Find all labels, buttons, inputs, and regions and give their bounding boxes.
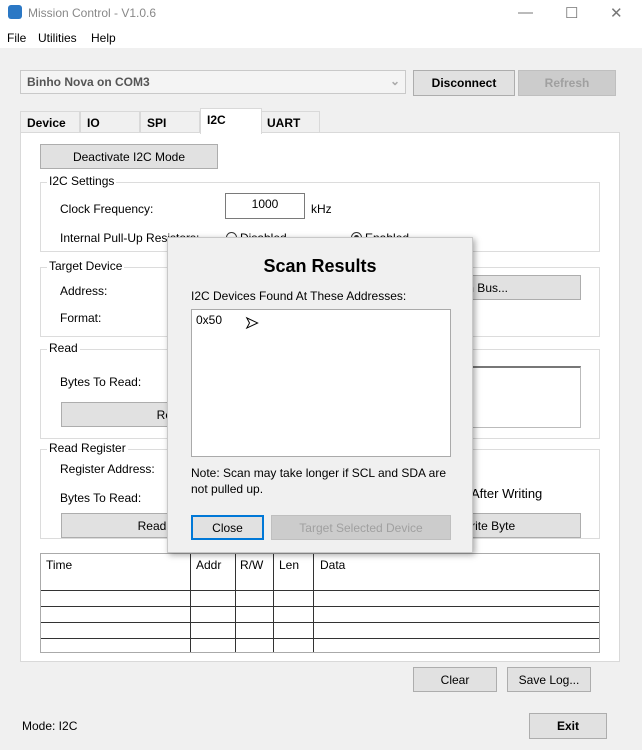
refresh-button[interactable]: Refresh <box>518 70 616 96</box>
dialog-title: Scan Results <box>263 256 377 276</box>
after-writing-label: After Writing <box>471 486 543 501</box>
group-title: Read <box>47 341 80 355</box>
row-divider <box>41 606 599 607</box>
column-header-addr: Addr <box>196 558 222 572</box>
column-divider <box>313 554 314 652</box>
window-title: Mission Control - V1.0.6 <box>28 6 157 20</box>
address-label: Address: <box>60 284 108 298</box>
deactivate-i2c-button[interactable]: Deactivate I2C Mode <box>40 144 218 169</box>
tab-uart[interactable]: UART <box>260 111 320 133</box>
read-data-box <box>471 366 581 428</box>
mouse-cursor-icon: ➤ <box>244 315 259 333</box>
register-address-label: Register Address: <box>60 462 155 476</box>
status-text: Mode: I2C <box>22 719 78 733</box>
clear-button[interactable]: Clear <box>413 667 497 692</box>
tab-spi[interactable]: SPI <box>140 111 200 133</box>
row-divider <box>41 638 599 639</box>
column-divider <box>273 554 274 652</box>
chevron-down-icon: ⌄ <box>389 74 400 88</box>
menu-file[interactable]: File <box>7 31 27 45</box>
save-log-button[interactable]: Save Log... <box>507 667 591 692</box>
row-divider <box>41 622 599 623</box>
clock-unit: kHz <box>311 202 332 216</box>
row-divider <box>41 590 599 591</box>
clock-frequency-input[interactable]: 1000 <box>225 193 305 219</box>
tab-device[interactable]: Device <box>20 111 80 133</box>
group-title: I2C Settings <box>47 174 117 188</box>
clock-frequency-label: Clock Frequency: <box>60 202 154 216</box>
column-header-len: Len <box>279 558 300 572</box>
tab-io[interactable]: IO <box>80 111 140 133</box>
format-label: Format: <box>60 311 102 325</box>
log-table[interactable]: Time Addr R/W Len Data <box>40 553 600 653</box>
pullup-label: Internal Pull-Up Resistors: <box>60 231 200 245</box>
app-robot-icon <box>8 5 22 19</box>
group-title: Read Register <box>47 441 128 455</box>
scan-results-dialog: Scan Results I2C Devices Found At These … <box>167 237 473 553</box>
close-window-button[interactable]: ✕ <box>610 5 623 22</box>
column-header-data: Data <box>320 558 346 572</box>
address-list[interactable]: 0x50 <box>191 309 451 457</box>
menu-help[interactable]: Help <box>91 31 116 45</box>
column-header-rw: R/W <box>240 558 264 572</box>
group-title: Target Device <box>47 259 125 273</box>
dialog-note: Note: Scan may take longer if SCL and SD… <box>191 466 447 496</box>
list-item[interactable]: 0x50 <box>196 313 223 327</box>
column-header-time: Time <box>46 558 73 572</box>
column-divider <box>190 554 191 652</box>
dialog-label: I2C Devices Found At These Addresses: <box>191 289 407 303</box>
device-select[interactable]: Binho Nova on COM3 ⌄ <box>20 70 406 94</box>
column-divider <box>235 554 236 652</box>
exit-button[interactable]: Exit <box>529 713 607 739</box>
tab-i2c[interactable]: I2C <box>200 108 262 134</box>
dialog-close-button[interactable]: Close <box>191 515 264 540</box>
menu-utilities[interactable]: Utilities <box>38 31 77 45</box>
bytes-to-read-label: Bytes To Read: <box>60 375 142 389</box>
title-bar <box>0 0 642 26</box>
menu-bar <box>0 26 642 48</box>
disconnect-button[interactable]: Disconnect <box>413 70 515 96</box>
bytes-to-read-label: Bytes To Read: <box>60 491 142 505</box>
maximize-button[interactable]: ☐ <box>565 5 579 22</box>
target-selected-device-button[interactable]: Target Selected Device <box>271 515 451 540</box>
device-select-value: Binho Nova on COM3 <box>27 75 150 89</box>
minimize-button[interactable]: — <box>518 4 533 21</box>
